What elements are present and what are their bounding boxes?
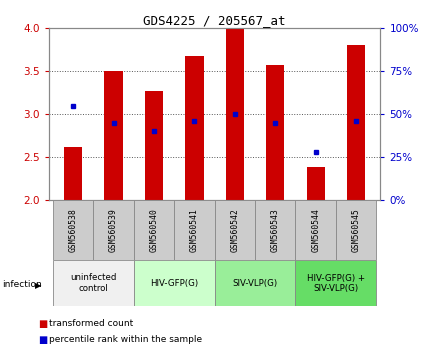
Bar [226, 28, 244, 200]
Bar [105, 71, 123, 200]
Text: HIV-GFP(G) +
SIV-VLP(G): HIV-GFP(G) + SIV-VLP(G) [307, 274, 365, 293]
Bar [134, 200, 174, 260]
Bar [215, 260, 295, 306]
Text: GSM560538: GSM560538 [68, 208, 78, 252]
Bar [255, 200, 295, 260]
Title: GDS4225 / 205567_at: GDS4225 / 205567_at [143, 14, 286, 27]
Text: ■: ■ [38, 335, 48, 345]
Bar [306, 167, 325, 200]
Text: ■: ■ [38, 319, 48, 329]
Text: GSM560541: GSM560541 [190, 208, 199, 252]
Bar [53, 260, 134, 306]
Bar [347, 46, 365, 200]
Text: infection: infection [2, 280, 42, 290]
Text: GSM560539: GSM560539 [109, 208, 118, 252]
Text: transformed count: transformed count [49, 319, 133, 329]
Bar [64, 147, 82, 200]
Text: HIV-GFP(G): HIV-GFP(G) [150, 279, 198, 288]
Text: SIV-VLP(G): SIV-VLP(G) [232, 279, 278, 288]
Text: GSM560545: GSM560545 [351, 208, 361, 252]
Bar [215, 200, 255, 260]
Bar [94, 200, 134, 260]
Bar [295, 200, 336, 260]
Bar [174, 200, 215, 260]
Text: ▶: ▶ [35, 281, 42, 290]
Bar [295, 260, 376, 306]
Bar [134, 260, 215, 306]
Text: GSM560542: GSM560542 [230, 208, 239, 252]
Text: GSM560544: GSM560544 [311, 208, 320, 252]
Text: uninfected
control: uninfected control [70, 274, 116, 293]
Bar [266, 65, 284, 200]
Bar [185, 56, 204, 200]
Text: percentile rank within the sample: percentile rank within the sample [49, 335, 202, 344]
Bar [145, 91, 163, 200]
Bar [336, 200, 376, 260]
Bar [53, 200, 94, 260]
Text: GSM560540: GSM560540 [150, 208, 159, 252]
Text: GSM560543: GSM560543 [271, 208, 280, 252]
